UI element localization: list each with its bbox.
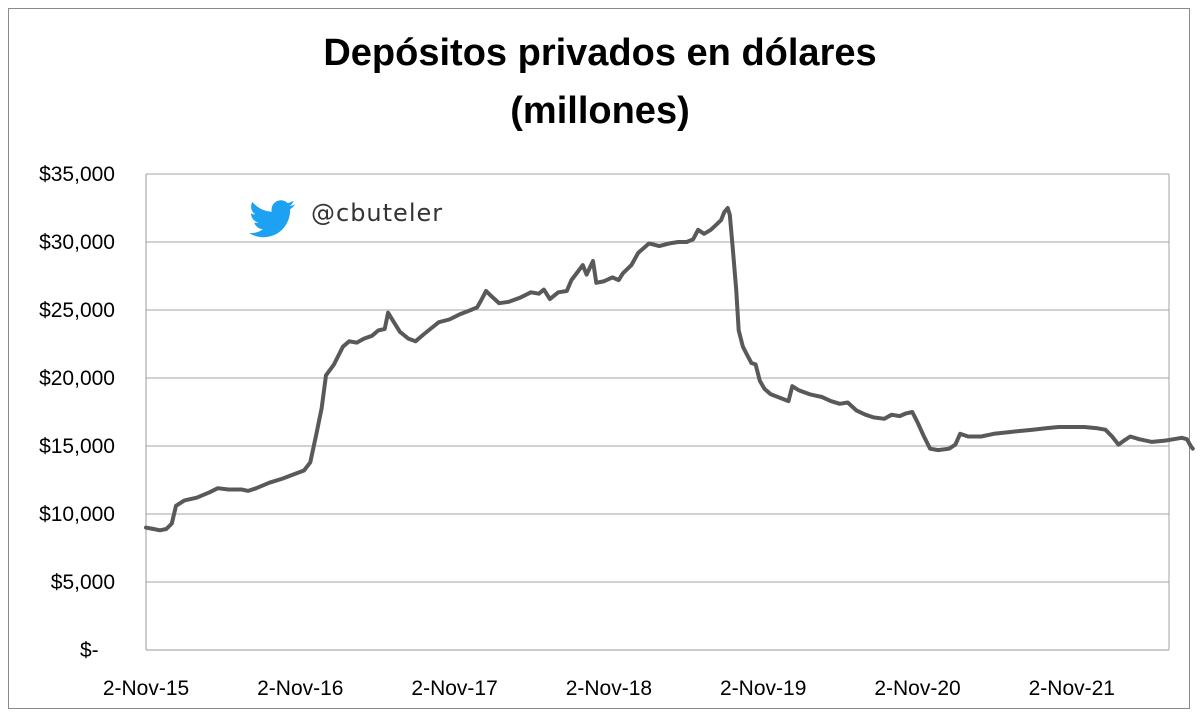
twitter-watermark: @cbuteler	[249, 199, 443, 238]
chart-subtitle: (millones)	[510, 90, 690, 132]
gridlines	[145, 173, 1170, 651]
y-tick-label: $5,000	[51, 571, 115, 594]
twitter-handle: @cbuteler	[311, 199, 443, 227]
y-tick-label: $25,000	[39, 299, 115, 322]
x-tick-label: 2-Nov-17	[411, 677, 497, 700]
x-tick-label: 2-Nov-16	[257, 677, 343, 700]
chart-frame	[8, 8, 1190, 709]
x-tick-label: 2-Nov-20	[874, 677, 960, 700]
y-tick-label: $35,000	[39, 163, 115, 186]
y-tick-label: $30,000	[39, 231, 115, 254]
y-axis-tick-labels: $- $5,000 $10,000 $15,000 $20,000 $25,000 $30,…	[39, 163, 115, 662]
x-tick-label: 2-Nov-19	[720, 677, 806, 700]
x-tick-label: 2-Nov-18	[566, 677, 652, 700]
y-tick-label: $-	[80, 639, 99, 662]
chart-title: Depósitos privados en dólares	[323, 32, 877, 74]
series-line-group	[144, 206, 1195, 533]
x-tick-label: 2-Nov-15	[103, 677, 189, 700]
y-tick-label: $15,000	[39, 435, 115, 458]
twitter-bird-icon	[249, 200, 295, 238]
x-axis-tick-labels: 2-Nov-15 2-Nov-16 2-Nov-17 2-Nov-18 2-Nov-19…	[103, 677, 1115, 700]
series-line	[144, 206, 1195, 533]
y-tick-label: $10,000	[39, 503, 115, 526]
y-tick-label: $20,000	[39, 367, 115, 390]
x-tick-label: 2-Nov-21	[1029, 677, 1115, 700]
